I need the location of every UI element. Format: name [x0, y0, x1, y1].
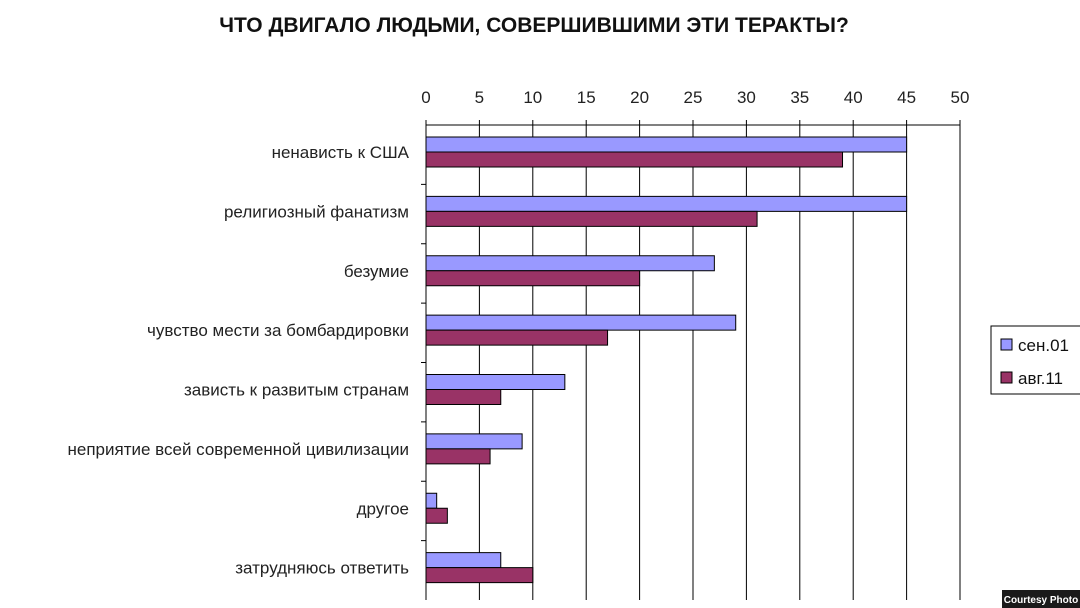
x-axis-ticks: 0 5 10 15 20 25 30 35 40 45 50 [421, 88, 969, 125]
bar-sen-01-0 [425, 136, 908, 153]
chart-title: ЧТО ДВИГАЛО ЛЮДЬМИ, СОВЕРШИВШИМИ ЭТИ ТЕР… [219, 14, 849, 37]
bar-sen-01-3 [425, 314, 737, 331]
bar-sen-01-7 [425, 552, 502, 569]
legend: сен.01 авг.11 [990, 325, 1080, 395]
photo-credit: Courtesy Photo [1002, 590, 1080, 608]
bars [425, 136, 908, 584]
tick-label-x-50: 50 [951, 88, 970, 107]
credit-badge [1002, 590, 1080, 608]
tick-label-x-15: 15 [577, 88, 596, 107]
category-label-3: чувство мести за бомбардировки [147, 321, 409, 340]
tick-label-x-35: 35 [790, 88, 809, 107]
tick-label-x-20: 20 [630, 88, 649, 107]
category-label-2: безумие [344, 262, 409, 281]
legend-swatch-avg-11 [1000, 371, 1013, 384]
tick-label-x-30: 30 [737, 88, 756, 107]
category-label-5: неприятие всей современной цивилизации [67, 440, 409, 459]
legend-label-sen-01: сен.01 [1018, 336, 1069, 355]
credit-label: Courtesy Photo [1004, 595, 1078, 606]
category-label-6: другое [357, 499, 409, 518]
bar-sen-01-2 [425, 255, 715, 272]
tick-label-x-45: 45 [897, 88, 916, 107]
tick-label-x-5: 5 [475, 88, 484, 107]
bar-avg-11-1 [425, 210, 758, 227]
tick-label-x-0: 0 [421, 88, 430, 107]
bar-avg-11-2 [425, 270, 641, 287]
bar-sen-01-6 [425, 492, 438, 509]
bar-avg-11-0 [425, 151, 844, 168]
category-label-1: религиозный фанатизм [224, 202, 409, 221]
category-label-4: зависть к развитым странам [184, 381, 409, 400]
bar-avg-11-6 [425, 507, 448, 524]
bar-avg-11-4 [425, 389, 502, 405]
category-label-0: ненависть к США [272, 143, 410, 162]
legend-label-avg-11: авг.11 [1018, 369, 1063, 388]
bar-sen-01-1 [425, 195, 908, 212]
bar-avg-11-3 [425, 329, 609, 346]
bar-sen-01-5 [425, 433, 523, 450]
legend-swatch-sen-01 [1000, 338, 1013, 351]
axes [421, 124, 960, 600]
bar-avg-11-7 [425, 567, 534, 584]
tick-label-x-40: 40 [844, 88, 863, 107]
bar-avg-11-5 [425, 448, 491, 465]
bar-sen-01-4 [425, 374, 566, 390]
tick-label-x-10: 10 [523, 88, 542, 107]
category-label-7: затрудняюсь ответить [235, 559, 409, 578]
category-labels: ненависть к США религиозный фанатизм безум… [67, 143, 409, 578]
tick-label-x-25: 25 [684, 88, 703, 107]
